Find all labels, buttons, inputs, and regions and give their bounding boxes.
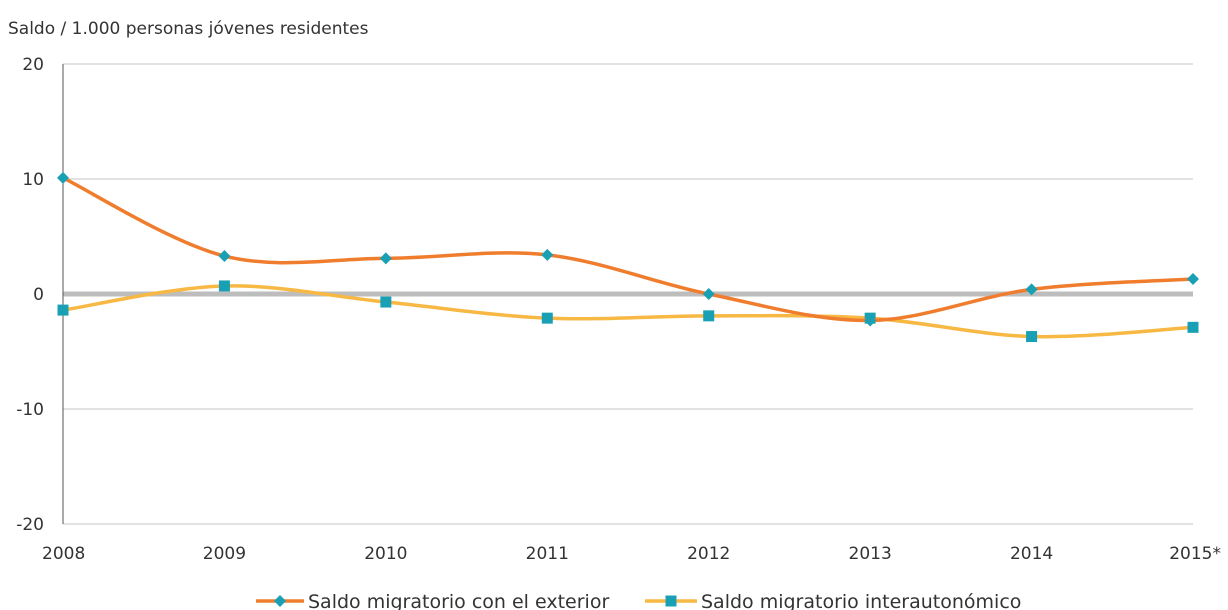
- legend-swatch-marker: [665, 595, 677, 607]
- legend-item-exterior: Saldo migratorio con el exterior: [256, 591, 609, 610]
- legend-label: Saldo migratorio con el exterior: [308, 591, 609, 610]
- diamond-point: [379, 252, 392, 265]
- diamond-point: [1187, 273, 1199, 286]
- y-tick-label: -10: [16, 400, 44, 420]
- series-line: [62, 284, 1194, 339]
- square-point: [380, 296, 392, 308]
- y-tick-label: 20: [22, 55, 44, 75]
- gridlines: [63, 63, 1193, 525]
- diamond-point: [218, 250, 231, 263]
- diamond-point: [1025, 283, 1038, 296]
- legend-label: Saldo migratorio interautonómico: [701, 591, 1021, 610]
- series-layer: [57, 171, 1199, 343]
- x-tick-label: 2009: [203, 544, 246, 564]
- square-point: [57, 304, 69, 316]
- square-point: [1187, 321, 1199, 333]
- square-point: [1026, 331, 1038, 343]
- x-tick-label: 2011: [526, 544, 569, 564]
- y-tick-label: -20: [16, 515, 44, 535]
- x-tick-label: 2008: [42, 544, 85, 564]
- x-tick-label: 2014: [1010, 544, 1053, 564]
- diamond-point: [57, 171, 69, 184]
- legend: Saldo migratorio con el exterior Saldo mi…: [256, 591, 1021, 610]
- square-point: [218, 280, 230, 292]
- square-point: [703, 310, 715, 322]
- x-tick-label: 2012: [687, 544, 730, 564]
- y-tick-label: 10: [22, 170, 44, 190]
- series-exterior: [57, 171, 1199, 327]
- diamond-point: [864, 314, 877, 327]
- square-point: [541, 312, 553, 324]
- diamond-point: [702, 288, 715, 300]
- x-tick-label: 2010: [364, 544, 407, 564]
- legend-item-interautonomico: Saldo migratorio interautonómico: [645, 591, 1021, 610]
- x-tick-label: 2013: [849, 544, 892, 564]
- x-tick-label: 2015*: [1169, 544, 1221, 564]
- legend-swatch-marker: [274, 595, 286, 607]
- y-tick-label: 0: [33, 285, 44, 305]
- diamond-point: [541, 248, 554, 261]
- y-axis-label: Saldo / 1.000 personas jóvenes residente…: [8, 19, 369, 39]
- series-line: [62, 176, 1194, 323]
